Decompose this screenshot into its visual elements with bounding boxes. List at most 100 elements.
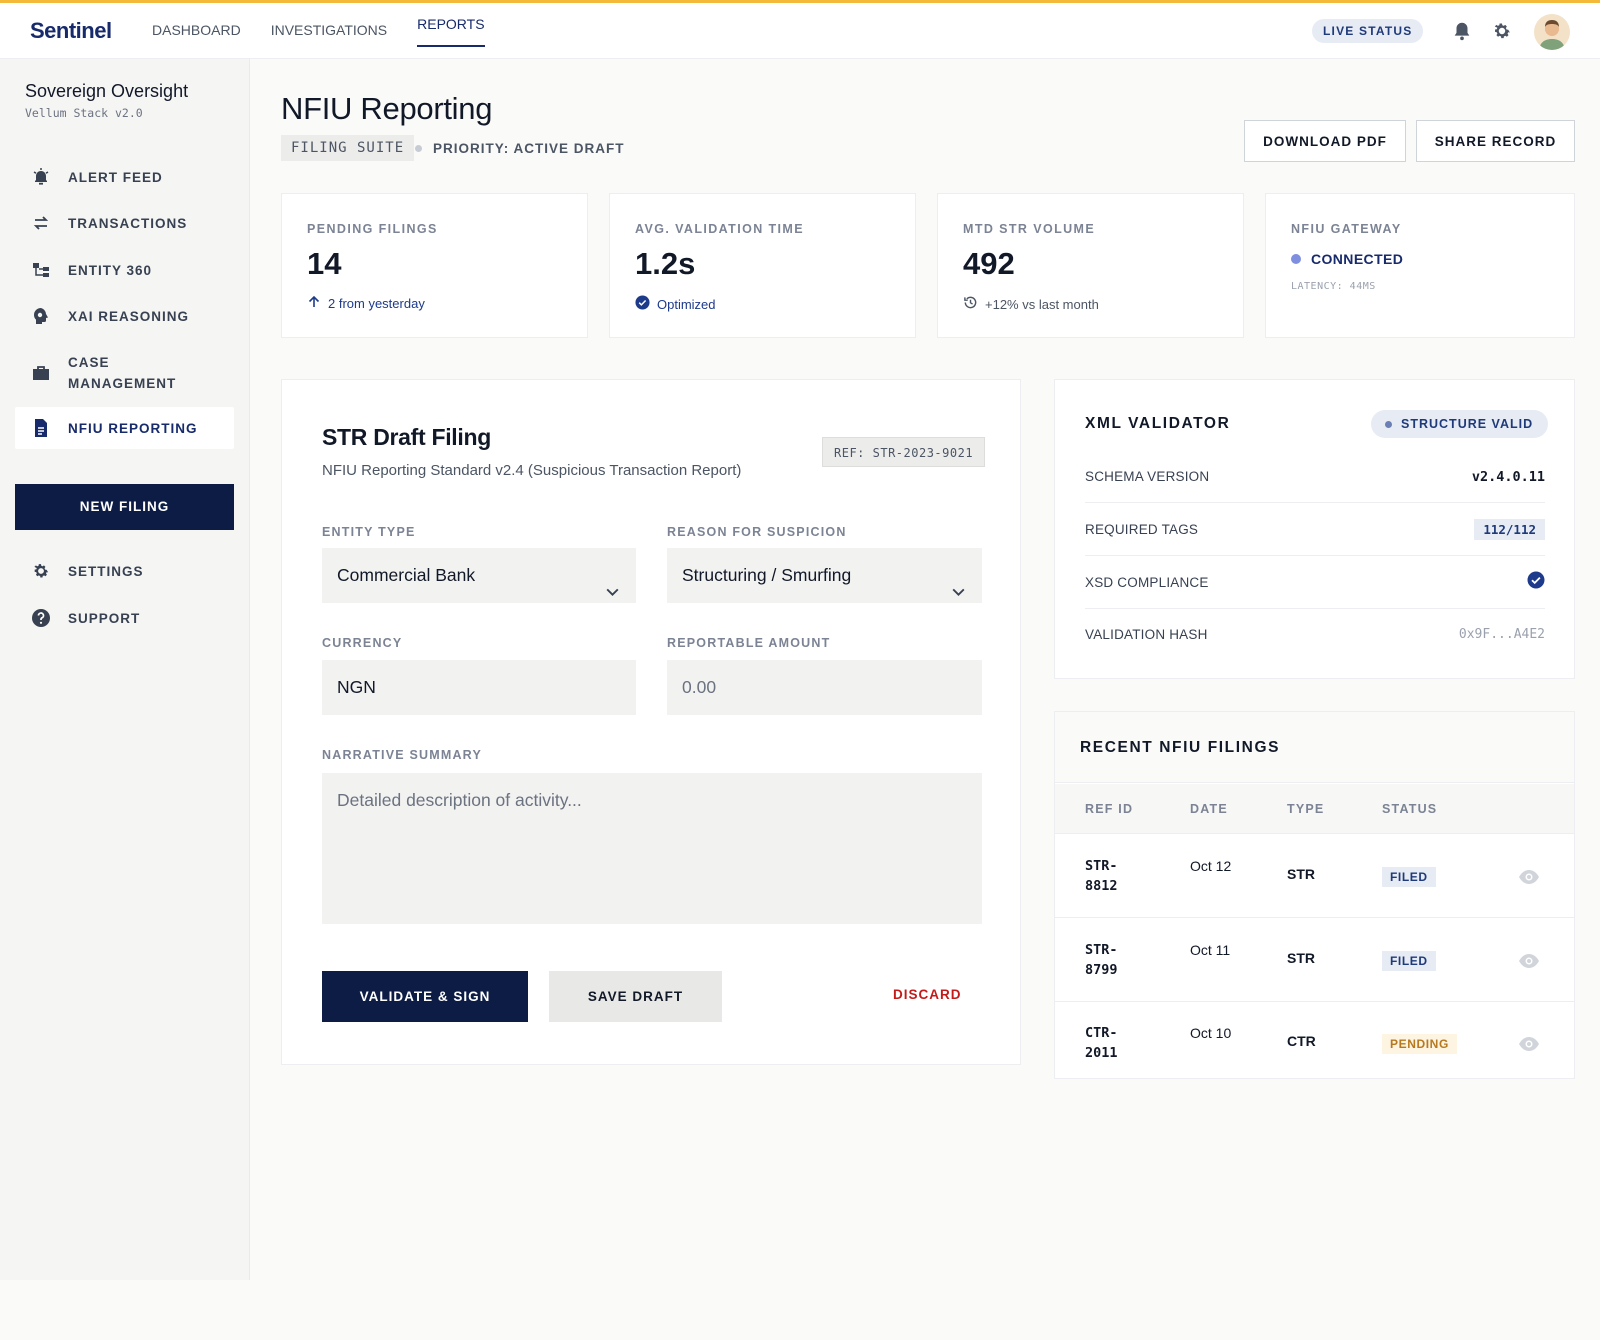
currency-field[interactable]: NGN: [322, 660, 636, 715]
org-name: Sovereign Oversight: [25, 81, 189, 101]
entity-type-label: ENTITY TYPE: [322, 525, 416, 539]
stat-card-validation-time: AVG. VALIDATION TIME 1.2s Optimized: [609, 193, 916, 338]
filing-type: STR: [1287, 866, 1315, 882]
sidebar-item-label: ENTITY 360: [68, 262, 153, 278]
help-icon: [31, 608, 51, 628]
stat-card-pending-filings: PENDING FILINGS 14 2 from yesterday: [281, 193, 588, 338]
status-badge: PENDING: [1382, 1034, 1457, 1054]
stat-label: MTD STR VOLUME: [963, 222, 1096, 236]
gear-icon[interactable]: [1491, 20, 1513, 42]
sidebar-item-label: SETTINGS: [68, 563, 144, 579]
stat-note: 2 from yesterday: [307, 295, 425, 312]
xml-row-validation-hash: VALIDATION HASH 0x9F...A4E2: [1085, 608, 1545, 660]
table-header: REF ID DATE TYPE STATUS: [1055, 784, 1574, 834]
brain-icon: [31, 306, 51, 326]
sidebar-item-settings[interactable]: SETTINGS: [15, 553, 234, 589]
sidebar-item-alert-feed[interactable]: ALERT FEED: [15, 159, 234, 195]
stat-value: 14: [307, 246, 342, 281]
stat-note-text: 2 from yesterday: [328, 296, 425, 311]
entity-type-select[interactable]: Commercial Bank: [322, 548, 636, 603]
xml-validator-card: XML VALIDATOR STRUCTURE VALID SCHEMA VER…: [1054, 379, 1575, 679]
chevron-down-icon: [950, 567, 967, 597]
sidebar-item-case-management[interactable]: CASE MANAGEMENT: [15, 344, 234, 402]
download-pdf-button[interactable]: DOWNLOAD PDF: [1244, 120, 1406, 162]
filing-ref: STR-8812: [1085, 858, 1118, 894]
briefcase-icon: [31, 363, 51, 383]
eye-icon[interactable]: [1518, 867, 1540, 887]
save-draft-button[interactable]: SAVE DRAFT: [549, 971, 722, 1022]
status-badge: FILED: [1382, 951, 1436, 971]
live-status-badge[interactable]: LIVE STATUS: [1312, 19, 1424, 43]
eye-icon[interactable]: [1518, 951, 1540, 971]
sidebar-item-xai-reasoning[interactable]: XAI REASONING: [15, 298, 234, 334]
xml-row-schema-version: SCHEMA VERSION v2.4.0.11: [1085, 451, 1545, 503]
column-header-date[interactable]: DATE: [1190, 802, 1228, 816]
str-draft-form-card: STR Draft Filing NFIU Reporting Standard…: [281, 379, 1021, 1065]
alarm-icon: [31, 167, 51, 187]
table-row[interactable]: STR-8812 Oct 12 STR FILED: [1055, 835, 1574, 918]
share-record-button[interactable]: SHARE RECORD: [1416, 120, 1575, 162]
brand-logo[interactable]: Sentinel: [30, 18, 112, 43]
gateway-latency: LATENCY: 44MS: [1291, 281, 1376, 292]
gear-icon: [31, 561, 51, 581]
table-row[interactable]: STR-8799 Oct 11 STR FILED: [1055, 919, 1574, 1002]
document-icon: [31, 418, 51, 438]
nav-dashboard[interactable]: DASHBOARD: [152, 22, 241, 38]
xml-row-key: VALIDATION HASH: [1085, 626, 1208, 642]
gateway-status: CONNECTED: [1291, 251, 1403, 267]
bell-icon[interactable]: [1451, 20, 1473, 42]
reason-label: REASON FOR SUSPICION: [667, 525, 847, 539]
hierarchy-icon: [31, 260, 51, 280]
currency-label: CURRENCY: [322, 636, 403, 650]
page-title: NFIU Reporting: [281, 91, 493, 126]
reportable-amount-input[interactable]: 0.00: [667, 660, 982, 715]
sidebar-item-nfiu-reporting[interactable]: NFIU REPORTING: [15, 407, 234, 449]
sidebar-item-label: XAI REASONING: [68, 308, 190, 324]
xml-row-required-tags: REQUIRED TAGS 112/112: [1085, 504, 1545, 556]
eye-icon[interactable]: [1518, 1034, 1540, 1054]
filing-date: Oct 11: [1190, 942, 1231, 958]
filing-date: Oct 10: [1190, 1025, 1232, 1041]
org-version: Vellum Stack v2.0: [25, 106, 143, 120]
gateway-status-text: CONNECTED: [1311, 251, 1404, 267]
narrative-label: NARRATIVE SUMMARY: [322, 748, 482, 762]
avatar[interactable]: [1534, 14, 1570, 50]
stat-label: NFIU GATEWAY: [1291, 222, 1402, 236]
form-subtitle: NFIU Reporting Standard v2.4 (Suspicious…: [322, 462, 742, 479]
sidebar-item-transactions[interactable]: TRANSACTIONS: [15, 205, 234, 241]
stat-label: PENDING FILINGS: [307, 222, 438, 236]
discard-button[interactable]: DISCARD: [893, 987, 962, 1002]
filing-ref: CTR-2011: [1085, 1025, 1118, 1061]
narrative-textarea[interactable]: Detailed description of activity...: [322, 773, 982, 924]
sidebar-item-label: CASE MANAGEMENT: [68, 355, 177, 391]
priority-label: PRIORITY: ACTIVE DRAFT: [433, 141, 625, 156]
reason-select[interactable]: Structuring / Smurfing: [667, 548, 982, 603]
stat-value: 492: [963, 246, 1015, 281]
xml-row-xsd-compliance: XSD COMPLIANCE: [1085, 557, 1545, 609]
history-icon: [963, 295, 978, 313]
validate-sign-button[interactable]: VALIDATE & SIGN: [322, 971, 528, 1022]
status-dot-icon: [1291, 254, 1301, 264]
stat-card-str-volume: MTD STR VOLUME 492 +12% vs last month: [937, 193, 1244, 338]
chevron-down-icon: [604, 567, 621, 597]
new-filing-button[interactable]: NEW FILING: [15, 484, 234, 530]
column-header-status[interactable]: STATUS: [1382, 802, 1438, 816]
column-header-ref[interactable]: REF ID: [1085, 802, 1134, 816]
sidebar-item-label: SUPPORT: [68, 610, 141, 626]
nav-reports[interactable]: REPORTS: [417, 3, 486, 59]
xml-row-value: 0x9F...A4E2: [1458, 626, 1545, 642]
priority-dot: [415, 145, 422, 152]
table-row[interactable]: CTR-2011 Oct 10 CTR PENDING: [1055, 1002, 1574, 1085]
stat-label: AVG. VALIDATION TIME: [635, 222, 804, 236]
sidebar-item-entity-360[interactable]: ENTITY 360: [15, 252, 234, 288]
column-header-type[interactable]: TYPE: [1287, 802, 1325, 816]
stat-note: Optimized: [635, 295, 716, 313]
sidebar-item-support[interactable]: SUPPORT: [15, 600, 234, 636]
sidebar-item-label: TRANSACTIONS: [68, 215, 188, 231]
stat-value: 1.2s: [635, 246, 696, 281]
stat-card-nfiu-gateway: NFIU GATEWAY CONNECTED LATENCY: 44MS: [1265, 193, 1575, 338]
recent-filings-card: RECENT NFIU FILINGS REF ID DATE TYPE STA…: [1054, 711, 1575, 1079]
check-circle-icon: [1527, 571, 1545, 594]
filing-type: STR: [1287, 950, 1315, 966]
nav-investigations[interactable]: INVESTIGATIONS: [270, 22, 388, 38]
